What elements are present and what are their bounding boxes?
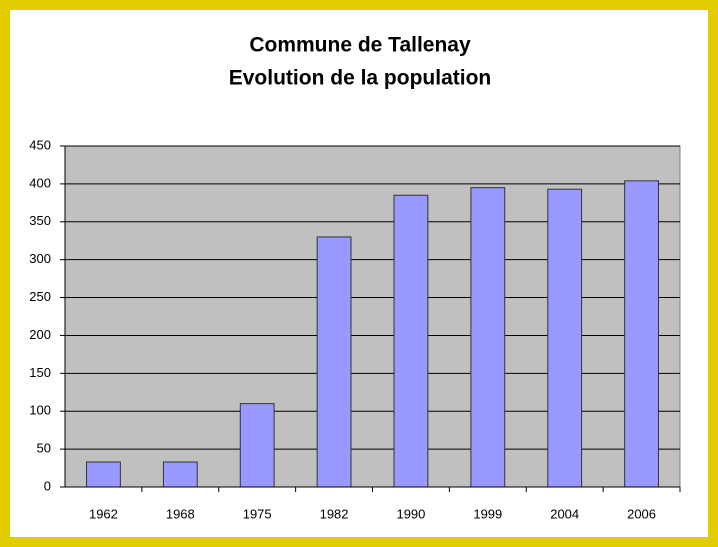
plot-area — [64, 145, 681, 488]
x-tick-label: 2004 — [550, 506, 579, 521]
chart-title: Evolution de la population — [229, 67, 492, 90]
y-tick-label: 100 — [29, 403, 51, 418]
bar — [470, 187, 506, 488]
x-tick-label: 1975 — [243, 506, 272, 521]
x-tick-label: 1968 — [166, 506, 195, 521]
bar — [239, 403, 275, 488]
bar — [547, 188, 583, 488]
y-tick-label: 150 — [29, 365, 51, 380]
bar — [162, 461, 198, 488]
bar — [86, 461, 121, 488]
x-tick-label: 1982 — [320, 506, 349, 521]
y-tick-label: 450 — [29, 137, 51, 152]
y-tick-label: 50 — [37, 441, 51, 456]
bar — [393, 194, 429, 488]
y-tick-label: 0 — [44, 478, 51, 493]
y-tick-label: 350 — [29, 213, 51, 228]
y-tick-label: 300 — [29, 251, 51, 266]
x-tick-label: 1999 — [473, 506, 502, 521]
x-tick-label: 2006 — [627, 506, 656, 521]
bar — [316, 236, 352, 488]
x-tick-label: 1990 — [396, 506, 425, 521]
y-tick-label: 200 — [29, 327, 51, 342]
y-tick-label: 250 — [29, 289, 51, 304]
bar — [624, 180, 659, 488]
y-tick-label: 400 — [29, 175, 51, 190]
chart-title: Commune de Tallenay — [249, 34, 471, 57]
x-tick-label: 1962 — [89, 506, 118, 521]
